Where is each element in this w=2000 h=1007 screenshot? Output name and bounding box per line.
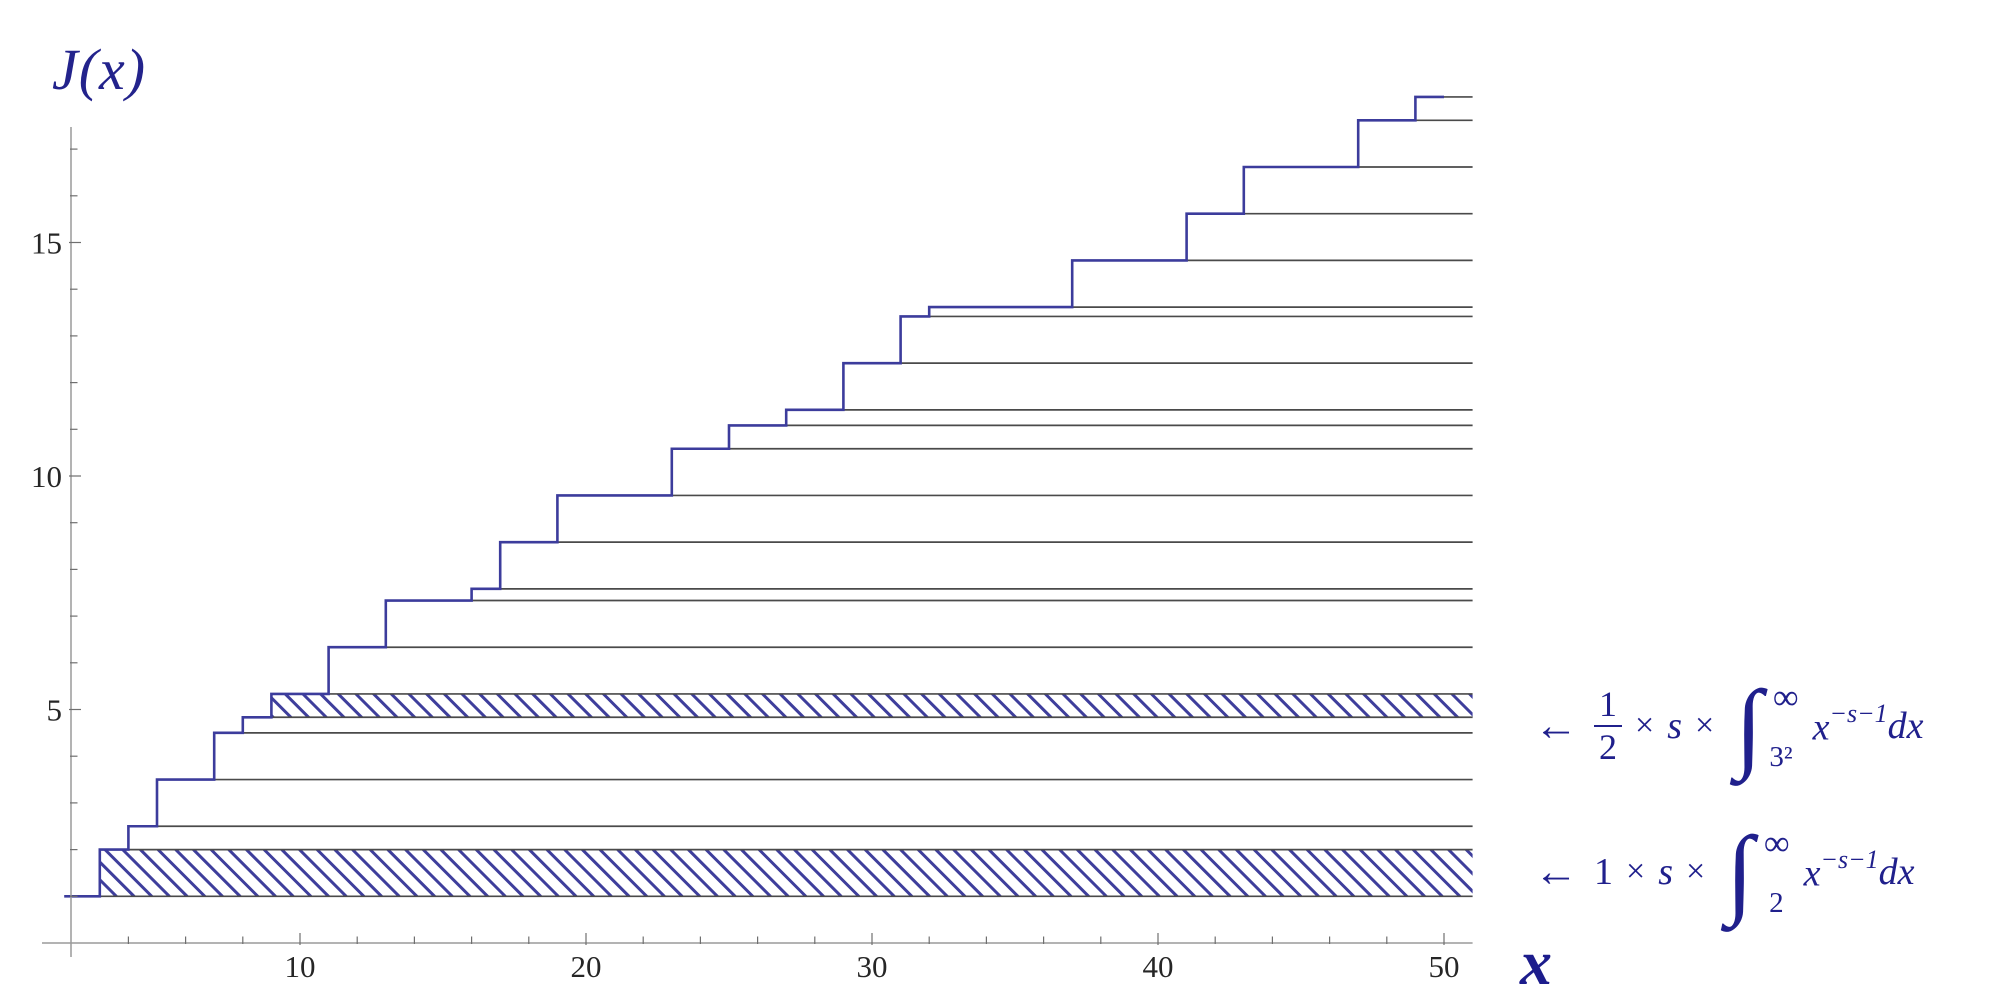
x-axis-label: x [1520,927,1552,998]
y-axis-title: J(x) [52,37,147,102]
variable-s: s [1667,705,1682,747]
integral-lower-limit: 3² [1769,741,1793,773]
coefficient: 1 [1594,851,1613,893]
y-tick-label-5: 5 [47,693,63,728]
left-arrow-icon: ← [1534,701,1578,750]
y-tick-label-15: 15 [31,226,62,261]
variable-s: s [1658,851,1673,893]
integral-sign: ∫ ∞ 3² [1735,670,1798,781]
level-extension-lines [99,96,1473,898]
differential: dx [1878,851,1915,893]
x-tick-label-50: 50 [1429,949,1460,984]
tick-marks [69,148,1445,945]
hatch-band-1 [271,693,1473,718]
hatch-band-0 [99,849,1473,897]
integral-sign: ∫ ∞ 2 [1726,816,1789,927]
integral-lower-limit: 2 [1769,887,1784,919]
integral-glyph: ∫ [1726,816,1754,927]
differential: dx [1887,705,1924,747]
fraction-denominator: 2 [1594,725,1622,768]
x-tick-label-20: 20 [571,949,602,984]
integrand: x−s−1 [1812,698,1888,749]
times-sign: × [1626,853,1646,890]
coefficient-fraction: 1 2 [1594,684,1622,769]
j-staircase-curve [64,95,1444,898]
times-sign: × [1685,853,1706,890]
x-tick-label-10: 10 [285,949,316,984]
y-tick-label-10: 10 [31,459,62,494]
x-tick-label-30: 30 [857,949,888,984]
tick-labels: 5 10 15 10 20 30 40 50 [31,226,1460,985]
fraction-numerator: 1 [1599,683,1617,724]
times-sign: × [1694,707,1715,744]
annotation-jump-at-9: ← 1 2 × s × ∫ ∞ 3² x−s−1 dx [1534,659,1924,793]
integrand: x−s−1 [1803,844,1879,895]
left-arrow-icon: ← [1534,847,1578,896]
annotation-jump-at-2: ← 1 × s × ∫ ∞ 2 x−s−1 dx [1534,808,1915,936]
integral-upper-limit: ∞ [1772,677,1799,717]
integral-glyph: ∫ [1735,670,1763,781]
times-sign: × [1635,707,1655,744]
x-tick-label-40: 40 [1143,949,1174,984]
integral-upper-limit: ∞ [1763,823,1790,863]
